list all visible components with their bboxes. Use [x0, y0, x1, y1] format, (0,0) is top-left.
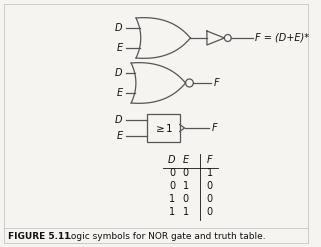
Text: E: E — [116, 43, 122, 53]
Text: 1: 1 — [169, 194, 175, 204]
Text: D: D — [115, 68, 122, 78]
Text: E: E — [116, 131, 122, 141]
Text: F: F — [212, 123, 217, 133]
Text: E: E — [116, 88, 122, 98]
Text: F: F — [207, 155, 213, 165]
Text: 0: 0 — [207, 181, 213, 191]
Text: 0: 0 — [182, 194, 189, 204]
Bar — [147, 114, 180, 142]
Text: F = (D+E)*: F = (D+E)* — [256, 33, 310, 43]
Text: 1: 1 — [169, 207, 175, 217]
Text: $\geq$1: $\geq$1 — [153, 122, 173, 134]
Text: D: D — [115, 115, 122, 125]
Text: 1: 1 — [182, 181, 189, 191]
Text: 0: 0 — [182, 168, 189, 178]
Text: Logic symbols for NOR gate and truth table.: Logic symbols for NOR gate and truth tab… — [66, 231, 266, 241]
Text: 0: 0 — [169, 168, 175, 178]
Text: 1: 1 — [207, 168, 213, 178]
Text: F: F — [214, 78, 219, 88]
Text: D: D — [168, 155, 176, 165]
Text: FIGURE 5.11: FIGURE 5.11 — [8, 231, 70, 241]
Text: 0: 0 — [169, 181, 175, 191]
Text: 0: 0 — [207, 207, 213, 217]
Text: 1: 1 — [182, 207, 189, 217]
Text: E: E — [182, 155, 189, 165]
Text: 0: 0 — [207, 194, 213, 204]
Text: D: D — [115, 23, 122, 33]
